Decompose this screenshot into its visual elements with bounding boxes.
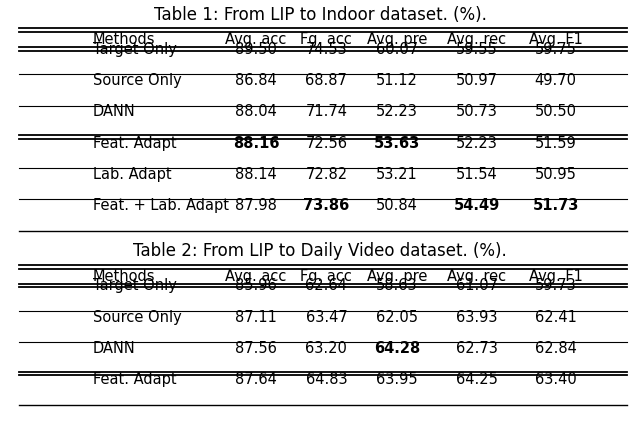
Text: 50.73: 50.73: [456, 104, 498, 119]
Text: Methods: Methods: [93, 32, 156, 47]
Text: 51.54: 51.54: [456, 167, 498, 182]
Text: 50.97: 50.97: [456, 73, 498, 88]
Text: 54.49: 54.49: [454, 198, 500, 213]
Text: 72.56: 72.56: [305, 136, 348, 151]
Text: Source Only: Source Only: [93, 73, 182, 88]
Text: Target Only: Target Only: [93, 42, 177, 57]
Text: 53.21: 53.21: [376, 167, 418, 182]
Text: 52.23: 52.23: [376, 104, 418, 119]
Text: 63.40: 63.40: [534, 372, 577, 387]
Text: Avg. F1: Avg. F1: [529, 32, 582, 47]
Text: 51.73: 51.73: [532, 198, 579, 213]
Text: 63.47: 63.47: [305, 310, 348, 325]
Text: Avg. acc: Avg. acc: [225, 269, 287, 284]
Text: 74.53: 74.53: [305, 42, 348, 57]
Text: 60.07: 60.07: [376, 42, 418, 57]
Text: 86.84: 86.84: [235, 73, 277, 88]
Text: 88.14: 88.14: [235, 167, 277, 182]
Text: 50.84: 50.84: [376, 198, 418, 213]
Text: Avg. F1: Avg. F1: [529, 269, 582, 284]
Text: Feat. Adapt: Feat. Adapt: [93, 372, 177, 387]
Text: Lab. Adapt: Lab. Adapt: [93, 167, 172, 182]
Text: 87.11: 87.11: [235, 310, 277, 325]
Text: 89.50: 89.50: [235, 42, 277, 57]
Text: 58.63: 58.63: [376, 278, 418, 293]
Text: 50.50: 50.50: [534, 104, 577, 119]
Text: 63.95: 63.95: [376, 372, 418, 387]
Text: 87.56: 87.56: [235, 341, 277, 356]
Text: 64.83: 64.83: [305, 372, 348, 387]
Text: 87.98: 87.98: [235, 198, 277, 213]
Text: 59.73: 59.73: [534, 278, 577, 293]
Text: 88.16: 88.16: [233, 136, 279, 151]
Text: 71.74: 71.74: [305, 104, 348, 119]
Text: Avg. acc: Avg. acc: [225, 32, 287, 47]
Text: 87.64: 87.64: [235, 372, 277, 387]
Text: 50.95: 50.95: [534, 167, 577, 182]
Text: 51.12: 51.12: [376, 73, 418, 88]
Text: 51.59: 51.59: [534, 136, 577, 151]
Text: Table 2: From LIP to Daily Video dataset. (%).: Table 2: From LIP to Daily Video dataset…: [133, 242, 507, 260]
Text: Avg. pre: Avg. pre: [367, 32, 427, 47]
Text: Target Only: Target Only: [93, 278, 177, 293]
Text: Avg. pre: Avg. pre: [367, 269, 427, 284]
Text: 49.70: 49.70: [534, 73, 577, 88]
Text: 88.04: 88.04: [235, 104, 277, 119]
Text: DANN: DANN: [93, 104, 136, 119]
Text: 59.75: 59.75: [534, 42, 577, 57]
Text: 62.41: 62.41: [534, 310, 577, 325]
Text: 64.25: 64.25: [456, 372, 498, 387]
Text: Methods: Methods: [93, 269, 156, 284]
Text: 68.87: 68.87: [305, 73, 348, 88]
Text: 63.93: 63.93: [456, 310, 497, 325]
Text: Source Only: Source Only: [93, 310, 182, 325]
Text: 61.07: 61.07: [456, 278, 498, 293]
Text: 85.96: 85.96: [235, 278, 277, 293]
Text: Feat. Adapt: Feat. Adapt: [93, 136, 177, 151]
Text: Avg. rec: Avg. rec: [447, 269, 506, 284]
Text: 64.28: 64.28: [374, 341, 420, 356]
Text: 59.55: 59.55: [456, 42, 498, 57]
Text: Fg. acc: Fg. acc: [300, 269, 353, 284]
Text: 72.82: 72.82: [305, 167, 348, 182]
Text: Avg. rec: Avg. rec: [447, 32, 506, 47]
Text: 62.84: 62.84: [534, 341, 577, 356]
Text: 52.23: 52.23: [456, 136, 498, 151]
Text: 53.63: 53.63: [374, 136, 420, 151]
Text: DANN: DANN: [93, 341, 136, 356]
Text: 62.73: 62.73: [456, 341, 498, 356]
Text: 62.05: 62.05: [376, 310, 418, 325]
Text: Table 1: From LIP to Indoor dataset. (%).: Table 1: From LIP to Indoor dataset. (%)…: [154, 6, 486, 24]
Text: 62.64: 62.64: [305, 278, 348, 293]
Text: Fg. acc: Fg. acc: [300, 32, 353, 47]
Text: Feat. + Lab. Adapt: Feat. + Lab. Adapt: [93, 198, 229, 213]
Text: 63.20: 63.20: [305, 341, 348, 356]
Text: 73.86: 73.86: [303, 198, 349, 213]
